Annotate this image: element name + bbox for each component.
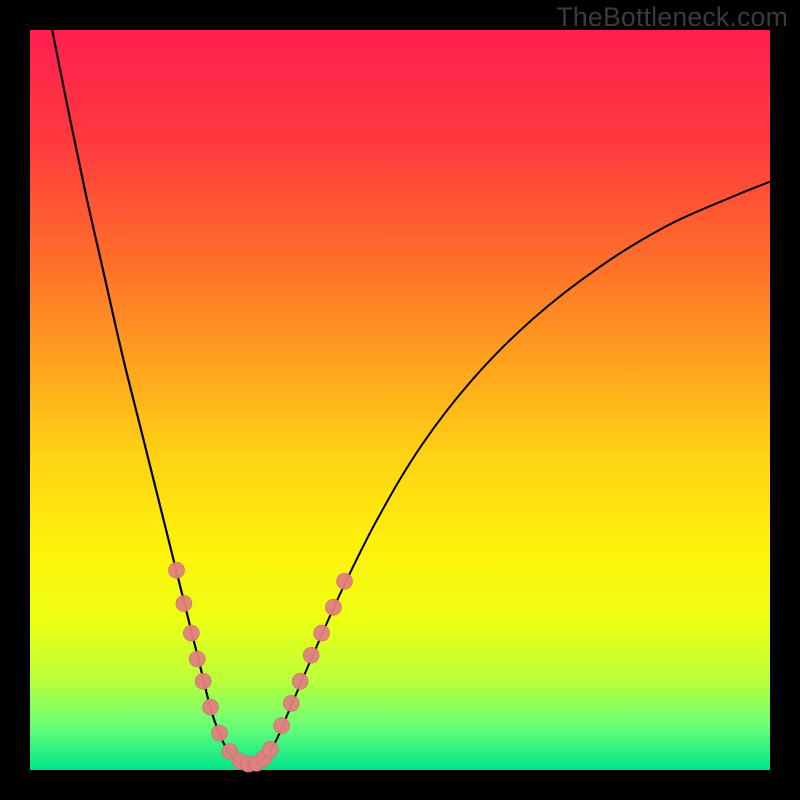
- scatter-point: [211, 725, 227, 741]
- plot-area: [30, 30, 770, 770]
- scatter-point: [189, 651, 205, 667]
- plot-svg: [30, 30, 770, 770]
- scatter-point: [303, 647, 319, 663]
- scatter-point: [176, 596, 192, 612]
- curve-right: [248, 182, 770, 767]
- curve-left: [52, 30, 248, 766]
- watermark-text: TheBottleneck.com: [556, 4, 788, 31]
- scatter-point: [263, 741, 279, 757]
- scatter-point: [337, 573, 353, 589]
- scatter-point: [169, 562, 185, 578]
- scatter-point: [274, 718, 290, 734]
- scatter-point: [292, 673, 308, 689]
- scatter-point: [283, 695, 299, 711]
- scatter-point: [195, 673, 211, 689]
- canvas: TheBottleneck.com: [0, 0, 800, 800]
- scatter-point: [325, 599, 341, 615]
- scatter-group: [169, 562, 353, 772]
- scatter-point: [203, 699, 219, 715]
- scatter-point: [183, 625, 199, 641]
- scatter-point: [314, 625, 330, 641]
